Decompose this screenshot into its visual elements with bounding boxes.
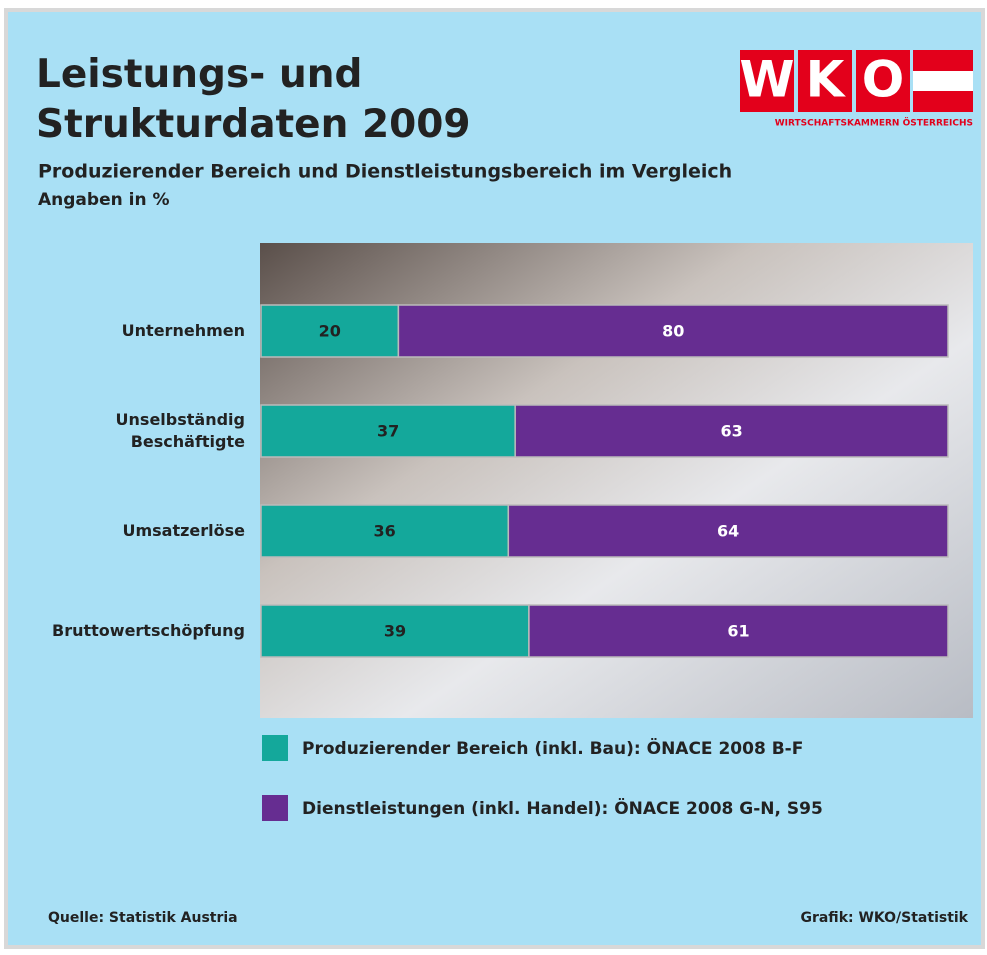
category-label: Bruttowertschöpfung [52, 621, 245, 640]
value-label: 39 [384, 622, 406, 641]
bar-segment [514, 404, 949, 458]
bar-segment [260, 404, 516, 458]
legend-swatch [262, 735, 288, 761]
bar-segment [397, 304, 949, 358]
value-label: 20 [319, 322, 341, 341]
logo-box [856, 50, 910, 112]
bar-segment [528, 604, 949, 658]
value-label: 61 [727, 622, 749, 641]
legend-label: Produzierender Bereich (inkl. Bau): ÖNAC… [302, 737, 803, 759]
category-label: Unselbständig Beschäftigte [115, 410, 245, 451]
chart-title: Leistungs- und Strukturdaten 2009 [36, 52, 471, 147]
source: Quelle: Statistik Austria [48, 910, 238, 926]
bar-segment [260, 504, 510, 558]
credit: Grafik: WKO/Statistik [800, 910, 968, 926]
logo-box [798, 50, 852, 112]
logo-caption: WIRTSCHAFTSKAMMERN ÖSTERREICHS [775, 118, 973, 129]
logo-box [740, 50, 794, 112]
category-label: Umsatzerlöse [122, 521, 245, 540]
legend-label: Dienstleistungen (inkl. Handel): ÖNACE 2… [302, 797, 823, 819]
value-label: 80 [662, 322, 684, 341]
logo-flag-stripe [913, 71, 973, 91]
value-label: 64 [717, 522, 739, 541]
subtitle: Produzierender Bereich und Dienstleistun… [38, 161, 732, 183]
value-label: 37 [377, 422, 399, 441]
bar-segment [260, 604, 530, 658]
value-label: 63 [720, 422, 742, 441]
bar-segment [507, 504, 949, 558]
legend-swatch [262, 795, 288, 821]
value-label: 36 [374, 522, 396, 541]
unit-note: Angaben in % [38, 190, 170, 210]
category-label: Unternehmen [121, 321, 245, 340]
logo-letter: O [862, 51, 905, 109]
logo-letter: K [806, 51, 847, 109]
bar-segment [260, 304, 400, 358]
logo-letter: W [739, 51, 794, 109]
